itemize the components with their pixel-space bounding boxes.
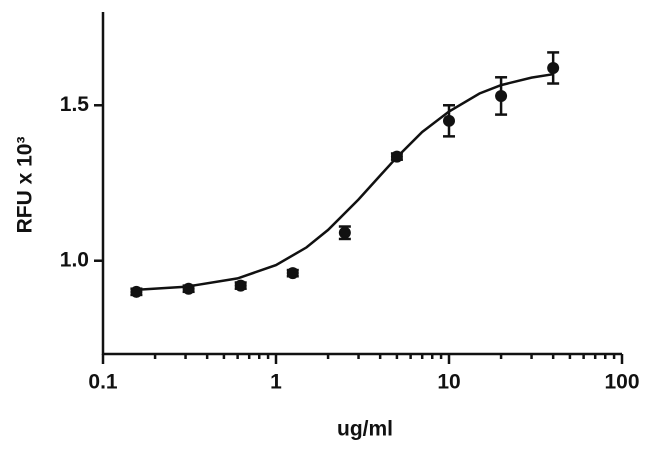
x-axis-title: ug/ml [337, 418, 393, 441]
x-tick-label: 1 [270, 371, 282, 394]
y-tick-label: 1.5 [60, 93, 90, 116]
point [286, 267, 299, 280]
fit-curve [133, 72, 554, 292]
point [547, 61, 560, 74]
x-tick-label: 10 [437, 371, 460, 394]
point [182, 282, 195, 295]
x-tick-label: 100 [604, 371, 639, 394]
y-tick-label: 1.0 [60, 248, 89, 271]
point [234, 279, 247, 292]
point [130, 285, 143, 298]
point [390, 150, 403, 163]
point [443, 114, 455, 127]
point [495, 89, 508, 102]
x-tick-label: 0.1 [88, 371, 118, 394]
y-axis-title: RFU x 10³ [14, 137, 37, 234]
point [338, 226, 351, 239]
